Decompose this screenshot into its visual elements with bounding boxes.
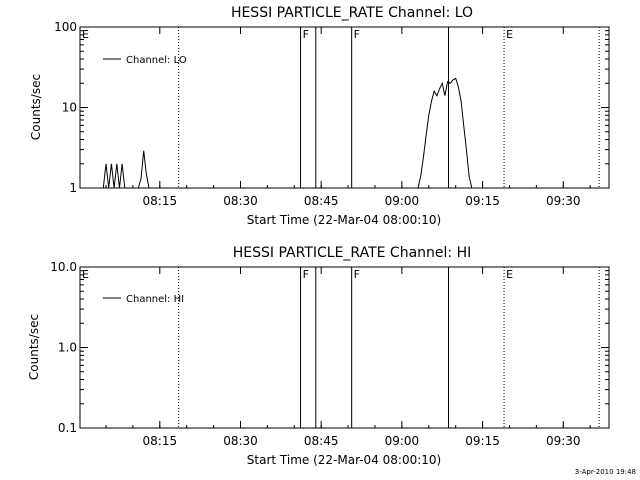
x-tick-label: 09:00	[385, 194, 420, 208]
legend: Channel: LO	[103, 55, 187, 66]
footer-timestamp: 3-Apr-2010 19:48	[575, 468, 636, 476]
panel-hi: HESSI PARTICLE_RATE Channel: HI Counts/s…	[27, 245, 610, 467]
event-marker-label: E	[506, 28, 513, 41]
event-marker-label: F	[354, 268, 360, 281]
legend-label: Channel: HI	[126, 294, 184, 305]
chart-title: HESSI PARTICLE_RATE Channel: HI	[233, 245, 471, 261]
event-marker-label: F	[354, 28, 360, 41]
y-tick-label: 0.1	[58, 421, 77, 435]
x-tick-label: 09:30	[546, 434, 581, 448]
event-marker-label: E	[82, 28, 89, 41]
y-ticks: 0.1 1.0 10.0	[50, 260, 609, 435]
y-tick-label: 1.0	[58, 341, 77, 355]
x-tick-label: 08:30	[223, 194, 258, 208]
event-marker-label: E	[506, 268, 513, 281]
event-marker-label: F	[303, 28, 309, 41]
x-tick-label: 08:45	[304, 194, 339, 208]
x-tick-label: 08:15	[143, 434, 178, 448]
x-ticks: 08:15 08:30 08:45 09:00 09:15 09:30	[105, 267, 591, 448]
x-tick-label: 09:15	[465, 434, 500, 448]
x-tick-label: 09:00	[385, 434, 420, 448]
y-tick-label: 1	[69, 181, 77, 195]
y-axis-label: Counts/sec	[27, 314, 41, 380]
y-tick-label: 100	[54, 20, 77, 34]
x-tick-label: 08:30	[223, 434, 258, 448]
y-ticks: 1 10 100	[54, 20, 609, 195]
event-marker-label: E	[82, 268, 89, 281]
y-tick-label: 10	[62, 101, 77, 115]
series-line	[102, 77, 475, 189]
chart-title: HESSI PARTICLE_RATE Channel: LO	[231, 5, 473, 21]
event-marker-label: F	[303, 268, 309, 281]
x-axis-label: Start Time (22-Mar-04 08:00:10)	[247, 213, 441, 227]
legend: Channel: HI	[103, 294, 184, 305]
panel-lo: HESSI PARTICLE_RATE Channel: LO Counts/s…	[29, 5, 610, 227]
y-tick-label: 10.0	[50, 260, 77, 274]
x-tick-label: 09:15	[465, 194, 500, 208]
series	[102, 77, 475, 189]
x-tick-label: 08:15	[143, 194, 178, 208]
y-axis-label: Counts/sec	[29, 74, 43, 140]
x-tick-label: 09:30	[546, 194, 581, 208]
x-tick-label: 08:45	[304, 434, 339, 448]
x-ticks: 08:15 08:30 08:45 09:00 09:15 09:30	[105, 27, 591, 208]
legend-label: Channel: LO	[126, 55, 187, 66]
x-axis-label: Start Time (22-Mar-04 08:00:10)	[247, 453, 441, 467]
